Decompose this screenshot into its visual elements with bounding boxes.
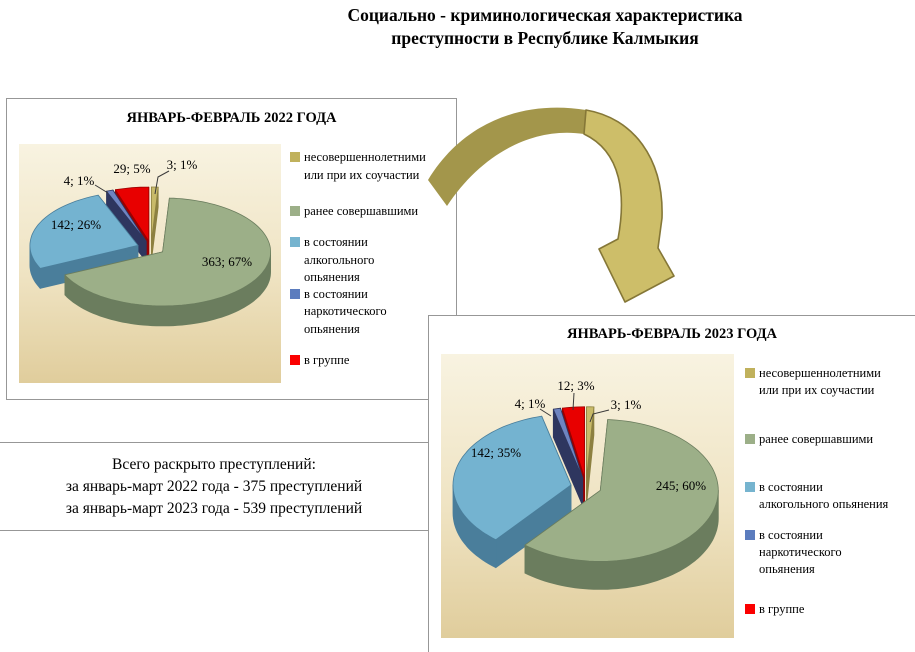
legend-label: в группе: [759, 601, 805, 616]
legend-item: в группе: [290, 352, 452, 369]
legend-label: в состоянии алкогольного опьянения: [759, 479, 889, 511]
legend-label: несовершеннолетними или при их соучастии: [759, 366, 881, 398]
legend-2023: несовершеннолетними или при их соучастии…: [745, 354, 907, 638]
legend-label: в состоянии алкогольного опьянения: [304, 235, 375, 284]
chart-title-2023: ЯНВАРЬ-ФЕВРАЛЬ 2023 ГОДА: [566, 326, 778, 342]
legend-swatch-icon: [290, 354, 300, 365]
chart-title-2022: ЯНВАРЬ-ФЕВРАЛЬ 2022 ГОДА: [126, 110, 337, 126]
chart-panel-2022: ЯНВАРЬ-ФЕВРАЛЬ 2022 ГОДА 3; 1% 363; 67% 14…: [6, 98, 457, 400]
svg-text:4; 1%: 4; 1%: [64, 173, 95, 188]
curved-arrow: [428, 107, 675, 303]
page-title-line-1: Социально - криминологическая характерис…: [347, 5, 743, 25]
plot-area-2023: 3; 1% 245; 60% 142; 35% 4; 1% 12; 3%: [441, 354, 734, 638]
page-title-line-2: преступности в Республике Калмыкия: [391, 28, 699, 49]
svg-text:3; 1%: 3; 1%: [167, 157, 198, 172]
arrow-head-segment: [583, 109, 675, 303]
legend-swatch-icon: [745, 529, 755, 540]
legend-label: несовершеннолетними или при их соучастии: [304, 150, 426, 182]
legend-swatch-icon: [290, 206, 300, 217]
chart-panel-2023: ЯНВАРЬ-ФЕВРАЛЬ 2023 ГОДА 3; 1% 245; 60% 14…: [428, 315, 915, 652]
legend-item: ранее совершавшими: [290, 203, 452, 220]
legend-item: несовершеннолетними или при их соучастии: [745, 365, 907, 400]
legend-swatch-icon: [290, 152, 300, 163]
legend-label: ранее совершавшими: [759, 431, 874, 446]
summary-line-2: за январь-март 2022 года - 375 преступле…: [65, 477, 363, 495]
svg-text:363; 67%: 363; 67%: [202, 254, 252, 269]
legend-item: в состоянии алкогольного опьянения: [290, 234, 452, 286]
svg-text:142; 26%: 142; 26%: [51, 217, 101, 232]
summary-line-1: Всего раскрыто преступлений:: [112, 455, 316, 473]
legend-label: в состоянии наркотического опьянения: [304, 287, 387, 336]
summary-box: Всего раскрыто преступлений: за январь-м…: [0, 442, 430, 531]
legend-swatch-icon: [290, 289, 300, 300]
legend-swatch-icon: [745, 481, 755, 492]
svg-text:12; 3%: 12; 3%: [557, 378, 594, 393]
legend-label: в группе: [304, 352, 350, 367]
svg-text:3; 1%: 3; 1%: [611, 397, 642, 412]
legend-item: в группе: [745, 601, 907, 618]
legend-label: ранее совершавшими: [304, 204, 419, 219]
legend-label: в состоянии наркотического опьянения: [759, 527, 842, 577]
summary-line-3: за январь-март 2023 года - 539 преступле…: [65, 499, 363, 517]
pie-chart-2022: 3; 1% 363; 67% 142; 26% 4; 1% 29; 5%: [29, 157, 271, 327]
legend-swatch-icon: [290, 237, 300, 248]
svg-text:142; 35%: 142; 35%: [471, 445, 521, 460]
legend-item: несовершеннолетними или при их соучастии: [290, 149, 452, 184]
arrow-tail-segment: [428, 107, 586, 206]
legend-item: в состоянии алкогольного опьянения: [745, 479, 907, 514]
plot-area-2022: 3; 1% 363; 67% 142; 26% 4; 1% 29; 5%: [19, 144, 281, 383]
svg-text:245; 60%: 245; 60%: [656, 478, 706, 493]
svg-text:4; 1%: 4; 1%: [515, 396, 546, 411]
page-title: Социально - криминологическая характерис…: [260, 4, 830, 50]
pie-chart-2023: 3; 1% 245; 60% 142; 35% 4; 1% 12; 3%: [452, 378, 719, 590]
legend-item: ранее совершавшими: [745, 431, 907, 448]
legend-swatch-icon: [745, 368, 755, 379]
legend-swatch-icon: [745, 433, 755, 444]
legend-swatch-icon: [745, 603, 755, 614]
legend-2022: несовершеннолетними или при их соучастии…: [290, 144, 452, 383]
legend-item: в состоянии наркотического опьянения: [290, 286, 452, 338]
legend-item: в состоянии наркотического опьянения: [745, 527, 907, 579]
svg-text:29; 5%: 29; 5%: [113, 161, 150, 176]
